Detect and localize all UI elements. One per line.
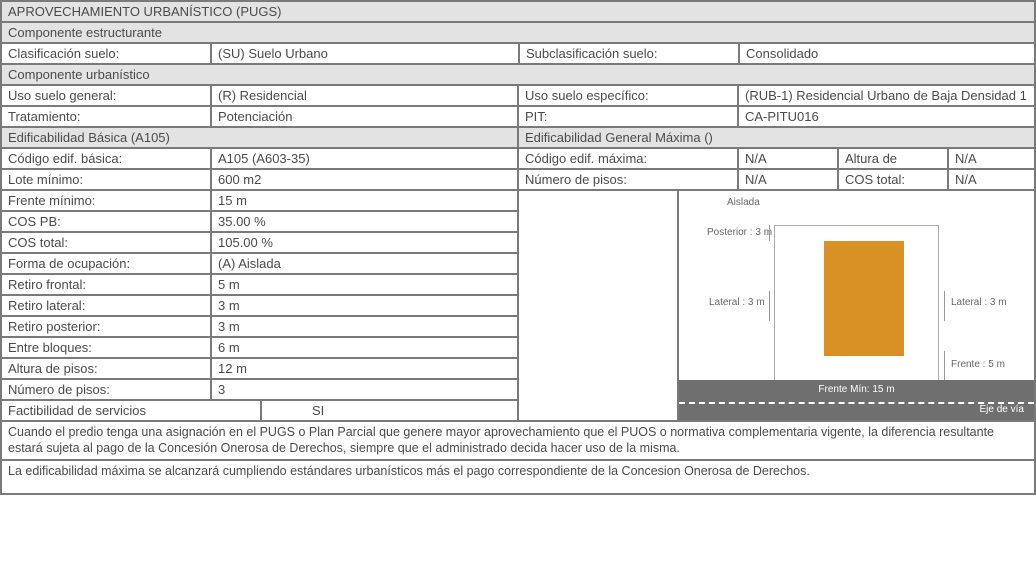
eb-r0-val: A105 (A603-35) [211,148,518,169]
road-strip: Frente Mín: 15 m Eje de vía [679,380,1034,420]
clasif-suelo-lbl: Clasificación suelo: [1,43,211,64]
em-pisos-lbl: Número de pisos: [518,169,738,190]
eb-r10-val: 12 m [211,358,518,379]
note-2: La edificabilidad máxima se alcanzará cu… [1,460,1035,494]
em-alt-lbl: Altura de [838,148,948,169]
section-comp-estructurante: Componente estructurante [1,22,1035,43]
em-cos-lbl: COS total: [838,169,948,190]
uso-esp-lbl: Uso suelo específico: [518,85,738,106]
eb-r4-val: 105.00 % [211,232,518,253]
eb-r3-val: 35.00 % [211,211,518,232]
eb-r9-val: 6 m [211,337,518,358]
uso-gen-lbl: Uso suelo general: [1,85,211,106]
em-alt-val: N/A [948,148,1035,169]
eb-r3-lbl: COS PB: [1,211,211,232]
eb-r1-val: 600 m2 [211,169,518,190]
eb-r5-lbl: Forma de ocupación: [1,253,211,274]
uso-gen-val: (R) Residencial [211,85,518,106]
fact-val: SI [261,400,518,421]
subclasif-suelo-lbl: Subclasificación suelo: [519,43,739,64]
pit-val: CA-PITU016 [738,106,1035,127]
dim-lateral-left: Lateral : 3 m [709,297,765,308]
eb-r10-lbl: Altura de pisos: [1,358,211,379]
subclasif-suelo-val: Consolidado [739,43,1035,64]
eb-r8-val: 3 m [211,316,518,337]
section-comp-urbanistico: Componente urbanístico [1,64,1035,85]
em-cos-val: N/A [948,169,1035,190]
eb-r11-lbl: Número de pisos: [1,379,211,400]
trat-val: Potenciación [211,106,518,127]
em-pisos-val: N/A [738,169,838,190]
eb-r2-lbl: Frente mínimo: [1,190,211,211]
frente-min-label: Frente Mín: 15 m [818,384,894,395]
eb-r9-lbl: Entre bloques: [1,337,211,358]
fact-lbl: Factibilidad de servicios [1,400,261,421]
eb-r6-val: 5 m [211,274,518,295]
section-edif-basica: Edificabilidad Básica (A105) [1,127,518,148]
eb-r11-val: 3 [211,379,518,400]
eb-r8-lbl: Retiro posterior: [1,316,211,337]
em-cod-val: N/A [738,148,838,169]
note-1: Cuando el predio tenga una asignación en… [1,421,1035,460]
diagram-title: Aislada [727,197,760,208]
diagram-spacer [518,190,678,421]
em-cod-lbl: Código edif. máxima: [518,148,738,169]
main-header: APROVECHAMIENTO URBANÍSTICO (PUGS) [1,1,1035,22]
eb-r4-lbl: COS total: [1,232,211,253]
dim-lateral-right: Lateral : 3 m [951,297,1007,308]
eb-r7-val: 3 m [211,295,518,316]
eje-via-label: Eje de vía [980,404,1024,415]
occupancy-diagram: Aislada Posterior : 3 m Lateral : 3 m La… [678,190,1035,421]
trat-lbl: Tratamiento: [1,106,211,127]
eb-r7-lbl: Retiro lateral: [1,295,211,316]
dim-posterior: Posterior : 3 m [707,227,772,238]
eb-r0-lbl: Código edif. básica: [1,148,211,169]
dim-frente: Frente : 5 m [951,359,1005,370]
eb-r2-val: 15 m [211,190,518,211]
eb-r5-val: (A) Aislada [211,253,518,274]
building-block [824,241,904,356]
uso-esp-val: (RUB-1) Residencial Urbano de Baja Densi… [738,85,1035,106]
document-wrap: APROVECHAMIENTO URBANÍSTICO (PUGS) Compo… [0,0,1036,495]
eb-r6-lbl: Retiro frontal: [1,274,211,295]
section-edif-max: Edificabilidad General Máxima () [518,127,1035,148]
eb-r1-lbl: Lote mínimo: [1,169,211,190]
clasif-suelo-val: (SU) Suelo Urbano [211,43,519,64]
pit-lbl: PIT: [518,106,738,127]
